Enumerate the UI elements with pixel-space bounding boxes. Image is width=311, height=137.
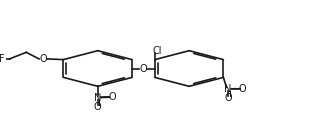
Text: N: N — [224, 84, 232, 94]
Text: O: O — [239, 84, 246, 94]
Text: O: O — [94, 102, 102, 112]
Text: Cl: Cl — [152, 46, 162, 56]
Text: O: O — [109, 92, 116, 102]
Text: N: N — [94, 93, 101, 103]
Text: O: O — [224, 93, 232, 103]
Text: O: O — [140, 64, 147, 73]
Text: F: F — [0, 54, 5, 64]
Text: O: O — [39, 54, 47, 64]
